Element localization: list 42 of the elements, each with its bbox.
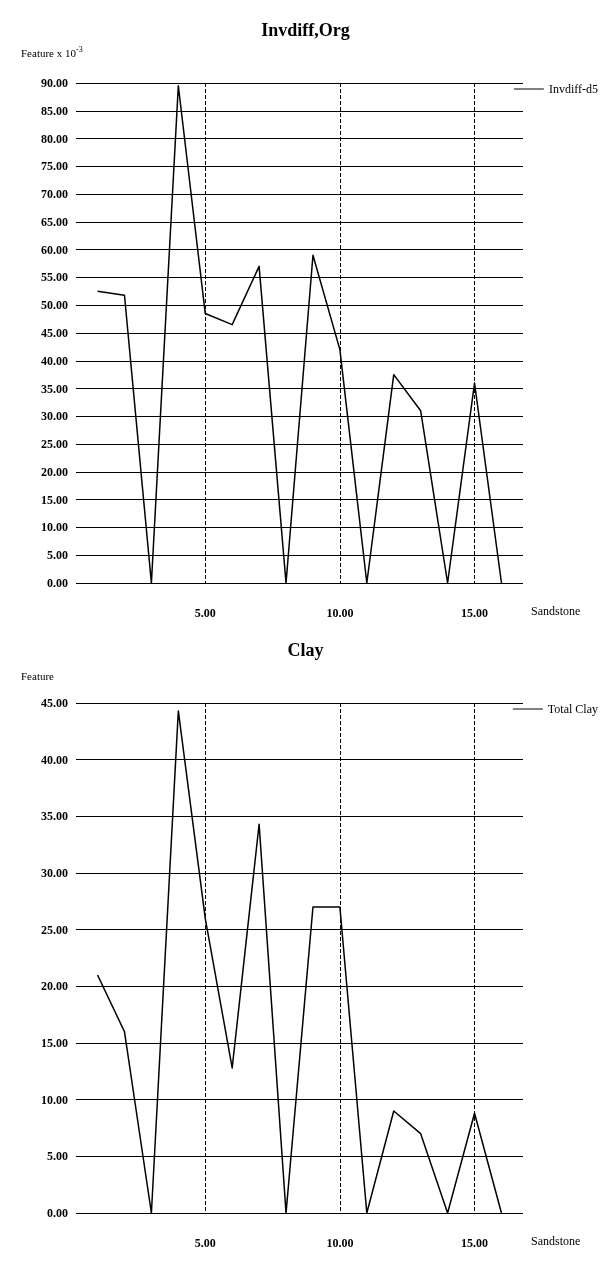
y-tick-label: 20.00 — [41, 979, 68, 994]
legend-label: Invdiff-d5 — [548, 82, 599, 96]
x-tick-label: 10.00 — [326, 606, 354, 620]
y-tick-label: 50.00 — [41, 298, 68, 313]
y-tick-label: 80.00 — [41, 131, 68, 146]
y-tick-label: 0.00 — [47, 1206, 68, 1220]
y-tick-label: 15.00 — [41, 1036, 68, 1050]
y-tick-label: 70.00 — [41, 187, 68, 202]
y-tick-label: 5.00 — [47, 1149, 68, 1164]
y-tick-label: 65.00 — [41, 214, 68, 229]
x-axis-title: Sandstone — [531, 1234, 581, 1248]
x-axis-title: Sandstone — [531, 604, 581, 618]
y-tick-label: 55.00 — [41, 270, 68, 285]
y-tick-label: 20.00 — [41, 464, 68, 479]
y-tick-label: 30.00 — [41, 866, 68, 880]
x-tick-label: 15.00 — [461, 1236, 489, 1250]
y-tick-label: 10.00 — [41, 1092, 68, 1107]
x-tick-label: 15.00 — [461, 606, 489, 620]
y-tick-label: 40.00 — [41, 752, 68, 767]
x-tick-label: 5.00 — [194, 606, 216, 620]
y-tick-label: 45.00 — [41, 696, 68, 710]
x-tick-label: 10.00 — [326, 1236, 354, 1250]
y-tick-label: 25.00 — [41, 437, 68, 452]
y-tick-label: 10.00 — [41, 520, 68, 535]
y-tick-label: 25.00 — [41, 922, 68, 937]
y-tick-label: 45.00 — [41, 326, 68, 340]
y-axis-title: Feature — [21, 669, 55, 682]
legend-label: Total Clay — [547, 702, 599, 716]
y-tick-label: 90.00 — [41, 76, 68, 90]
y-tick-label: 75.00 — [41, 159, 68, 174]
y-tick-label: 60.00 — [41, 242, 68, 257]
chart-title: Invdiff,Org — [261, 20, 350, 40]
y-tick-label: 35.00 — [41, 809, 68, 824]
y-tick-label: 5.00 — [47, 548, 68, 563]
x-tick-label: 5.00 — [194, 1236, 216, 1250]
y-tick-label: 35.00 — [41, 381, 68, 396]
y-tick-label: 40.00 — [41, 353, 68, 368]
y-tick-label: 15.00 — [41, 492, 68, 507]
y-tick-label: 85.00 — [41, 103, 68, 118]
y-tick-label: 30.00 — [41, 409, 68, 424]
y-tick-label: 0.00 — [47, 576, 68, 590]
chart-title: Clay — [287, 640, 324, 660]
